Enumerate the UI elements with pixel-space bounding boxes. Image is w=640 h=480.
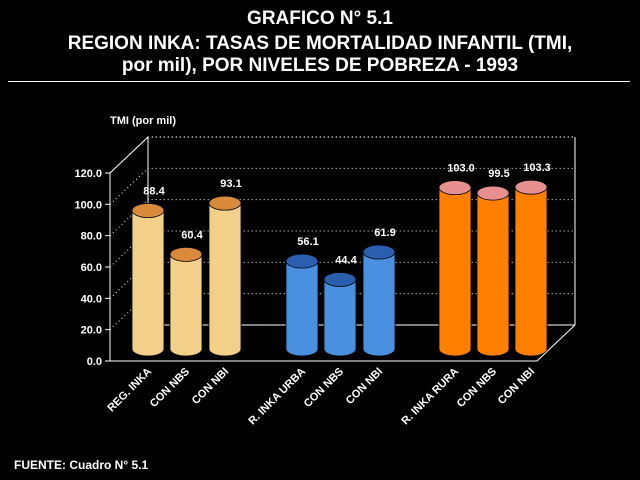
bar-body: [208, 202, 242, 357]
bar-top: [208, 195, 242, 211]
floor-edge: [110, 324, 576, 362]
bar: [208, 195, 242, 357]
chart-title-line-3: por mil), POR NIVELES DE POBREZA - 1993: [121, 55, 519, 76]
bar: [285, 253, 319, 357]
data-label: 60.4: [181, 229, 203, 241]
bar-body: [169, 253, 203, 357]
category-label: R. INKA URBA: [246, 366, 308, 428]
bar-top: [514, 179, 548, 195]
data-label: 103.0: [447, 163, 475, 175]
y-tick-label: 80.0: [81, 231, 102, 243]
bar-top: [131, 203, 165, 218]
source-note: FUENTE: Cuadro N° 5.1: [14, 458, 149, 472]
bar: [169, 246, 203, 357]
category-label: CON NBI: [344, 366, 385, 407]
bar: [362, 244, 396, 357]
bar: [514, 179, 548, 357]
y-tick-label: 40.0: [81, 293, 102, 305]
bar: [438, 180, 472, 357]
y-axis-ticks: 0.0 20.0 40.0 60.0 80.0 100.0 120.0: [74, 168, 110, 368]
category-label: REG. INKA: [105, 366, 154, 415]
data-label: 103.3: [523, 162, 551, 174]
y-tick-label: 20.0: [81, 325, 102, 337]
y-axis-label: TMI (por mil): [110, 115, 176, 127]
bar-top: [285, 253, 319, 269]
y-tick-label: 60.0: [81, 262, 102, 274]
category-label: CON NBS: [148, 366, 192, 410]
y-tick-label: 100.0: [74, 199, 102, 211]
bar: [131, 203, 165, 357]
gridline: [109, 136, 575, 174]
bar-body: [131, 210, 165, 357]
bar: [476, 185, 510, 357]
category-label: CON NBS: [302, 366, 346, 410]
category-label: CON NBI: [190, 366, 231, 407]
bar-body: [438, 187, 472, 357]
bar-body: [323, 279, 357, 357]
category-label: CON NBS: [455, 366, 499, 410]
bar-body: [476, 192, 510, 357]
category-label: R. INKA RURA: [399, 366, 461, 428]
bar-body: [362, 251, 396, 357]
data-label: 61.9: [374, 227, 395, 239]
bar-body: [285, 260, 319, 357]
chart-bars: [131, 179, 548, 357]
bar-body: [514, 186, 548, 357]
category-label: CON NBI: [496, 366, 537, 407]
gridline: [109, 199, 575, 237]
chart-title-line-2: REGION INKA: TASAS DE MORTALIDAD INFANTI…: [67, 33, 573, 54]
data-labels: 88.4 60.4 93.1 56.1 44.4 61.9 103.0 99.5 103.3: [143, 162, 550, 266]
bar-top: [362, 244, 396, 260]
bar-top: [476, 185, 510, 201]
bar-top: [438, 180, 472, 196]
data-label: 44.4: [335, 254, 357, 266]
bar-top: [169, 246, 203, 262]
data-label: 88.4: [143, 186, 165, 198]
y-tick-label: 120.0: [74, 168, 102, 180]
chart-title-line-1: GRAFICO N° 5.1: [247, 8, 393, 29]
bar-top: [323, 272, 357, 287]
data-label: 56.1: [297, 236, 318, 248]
data-label: 99.5: [488, 168, 509, 180]
data-label: 93.1: [220, 178, 241, 190]
bar: [323, 272, 357, 357]
title-divider: [8, 81, 630, 82]
y-tick-label: 0.0: [87, 356, 102, 368]
gridline: [109, 167, 575, 205]
